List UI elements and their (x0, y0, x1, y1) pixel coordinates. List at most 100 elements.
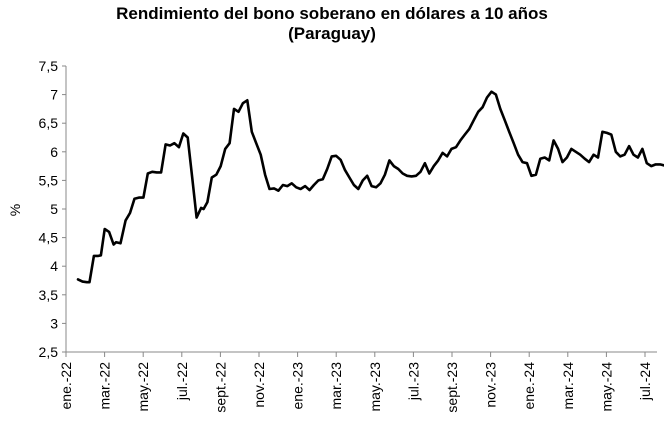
y-tick-label: 3 (50, 315, 58, 331)
data-point (224, 148, 226, 150)
x-tick-label: jul.-22 (174, 362, 190, 401)
data-point (641, 148, 644, 150)
data-point (133, 197, 136, 200)
data-point (330, 155, 333, 158)
data-point (155, 171, 158, 174)
data-point (233, 108, 235, 110)
data-point (401, 172, 404, 175)
data-point (211, 176, 213, 179)
data-point (313, 184, 315, 186)
data-point (375, 186, 377, 189)
data-point (237, 111, 240, 113)
data-point (504, 119, 506, 122)
data-point (129, 212, 131, 214)
data-point (659, 163, 661, 166)
data-point (119, 242, 122, 245)
data-point (268, 188, 271, 190)
data-point (450, 148, 453, 150)
data-point (441, 152, 444, 154)
data-point (286, 185, 289, 187)
data-point (215, 173, 218, 176)
data-point (530, 175, 533, 177)
data-point (182, 132, 185, 135)
x-tick-label: ene.-22 (58, 362, 74, 410)
data-point (290, 182, 293, 185)
data-point (86, 281, 88, 284)
data-point (251, 131, 253, 133)
data-point (557, 148, 559, 150)
data-point (521, 161, 524, 163)
data-point (464, 133, 466, 136)
data-point (366, 175, 369, 177)
data-point (370, 185, 373, 187)
data-point (561, 161, 564, 163)
data-point (424, 162, 426, 164)
x-tick-label: ene.-23 (290, 362, 306, 410)
chart-title: Rendimiento del bono soberano en dólares… (116, 4, 548, 23)
x-tick-label: nov.-23 (483, 362, 499, 408)
data-point (147, 172, 149, 175)
x-tick-label: nov.-22 (251, 362, 267, 408)
data-point (406, 175, 408, 177)
data-point (206, 201, 209, 203)
y-tick-label: 7 (50, 87, 58, 103)
data-point (151, 171, 153, 173)
data-point (322, 178, 324, 181)
data-point (566, 156, 568, 159)
data-point (477, 111, 480, 113)
data-point (455, 146, 457, 148)
y-tick-label: 3,5 (39, 287, 59, 303)
data-point (588, 161, 590, 163)
data-point (255, 142, 257, 144)
x-tick-label: ene.-24 (521, 362, 537, 410)
data-point (108, 231, 110, 233)
data-point (646, 162, 648, 164)
data-point (299, 188, 302, 190)
data-point (339, 159, 342, 161)
data-point (472, 119, 475, 122)
data-point (468, 128, 471, 130)
data-point (437, 159, 440, 162)
data-point (388, 159, 391, 162)
x-tick-label: jul.-24 (637, 362, 653, 401)
data-point (93, 255, 95, 257)
data-point (428, 172, 431, 175)
y-axis-label: % (7, 204, 23, 216)
data-point (246, 99, 249, 102)
data-point (200, 207, 202, 209)
y-tick-label: 5,5 (39, 172, 59, 188)
data-point (97, 255, 100, 257)
y-tick-label: 7,5 (39, 58, 59, 74)
data-point (548, 159, 550, 162)
data-point (191, 176, 193, 179)
data-point (219, 165, 222, 167)
data-point (317, 179, 320, 182)
data-point (112, 243, 115, 246)
data-point (348, 176, 351, 179)
data-point (512, 142, 515, 144)
y-tick-label: 2,5 (39, 344, 59, 360)
y-tick-label: 6 (50, 144, 58, 160)
data-point (628, 145, 630, 147)
data-point (592, 153, 595, 156)
chart-subtitle: (Paraguay) (288, 24, 376, 43)
data-point (295, 186, 298, 189)
data-point (508, 131, 511, 133)
data-point (195, 216, 198, 219)
x-tick-label: mar.-22 (97, 362, 113, 410)
data-point (495, 93, 497, 96)
data-point (273, 187, 275, 190)
data-point (579, 153, 581, 156)
data-point (277, 189, 280, 192)
data-point (164, 143, 167, 146)
data-point (142, 196, 145, 199)
data-point (623, 153, 626, 156)
data-point (228, 142, 231, 144)
data-point (552, 139, 555, 142)
data-point (410, 175, 413, 178)
data-point (384, 173, 386, 176)
data-point (419, 171, 422, 173)
data-point (362, 179, 364, 182)
data-point (138, 196, 140, 199)
